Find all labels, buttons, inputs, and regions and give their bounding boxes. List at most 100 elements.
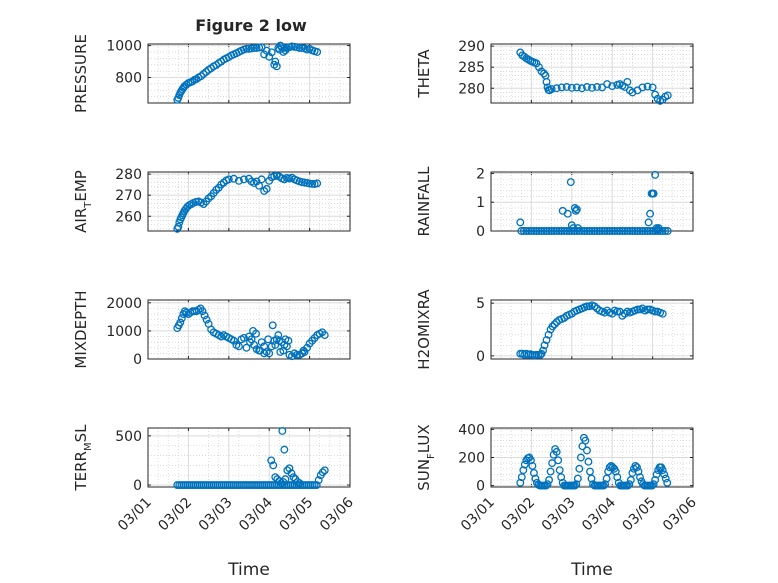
data-point — [570, 481, 579, 490]
data-point — [663, 478, 672, 487]
axes-box — [490, 299, 694, 360]
data-point — [593, 83, 601, 91]
data-point — [265, 349, 274, 358]
data-point — [649, 480, 658, 489]
data-point — [583, 227, 591, 235]
data-point — [278, 427, 287, 435]
data-point — [605, 463, 614, 472]
axes-box — [490, 171, 694, 232]
data-point — [312, 481, 321, 489]
data-point — [520, 460, 529, 469]
data-point — [274, 331, 283, 340]
data-point — [651, 90, 660, 99]
x-tick-label: 03/02 — [155, 495, 195, 535]
data-point — [653, 225, 662, 234]
data-point — [519, 466, 528, 475]
data-point — [257, 175, 266, 184]
data-point — [632, 463, 641, 472]
data-point — [643, 305, 652, 314]
data-point — [242, 44, 251, 53]
data-point — [620, 227, 629, 235]
subplot-3: 260 270 280 AIRTEMP — [72, 167, 351, 233]
data-point — [572, 480, 581, 489]
data-point — [250, 44, 258, 52]
data-point — [194, 305, 203, 314]
data-point — [652, 470, 661, 479]
data-point — [535, 227, 543, 235]
x-tick-label: 03/02 — [498, 495, 538, 535]
y-tick-label: 0 — [476, 479, 485, 495]
data-point — [527, 227, 536, 235]
y-tick-label: 0 — [133, 352, 142, 368]
data-point — [252, 329, 261, 338]
data-point — [535, 63, 543, 72]
data-point — [646, 209, 655, 218]
data-point — [613, 473, 622, 482]
data-point — [279, 346, 288, 355]
data-point — [641, 227, 649, 235]
y-tick-label: 280 — [115, 167, 142, 183]
data-point — [573, 474, 582, 483]
data-point — [580, 227, 589, 235]
data-point — [557, 83, 566, 92]
data-point — [308, 179, 317, 188]
data-point — [636, 227, 644, 235]
data-point — [188, 77, 197, 86]
data-point — [615, 307, 624, 316]
data-point — [529, 227, 538, 235]
data-point — [633, 227, 642, 235]
data-point — [644, 218, 653, 227]
y-tick-label: 285 — [458, 60, 485, 76]
data-point — [300, 348, 309, 356]
data-point — [611, 467, 620, 476]
data-point — [643, 82, 652, 91]
data-point — [517, 473, 526, 482]
data-point — [313, 48, 322, 56]
axes-box — [490, 43, 694, 104]
data-point — [663, 227, 672, 235]
data-point — [608, 227, 617, 235]
data-point — [540, 227, 548, 235]
x-tick-label: 03/04 — [236, 494, 276, 534]
data-point — [284, 336, 293, 345]
data-point — [615, 227, 624, 235]
data-point — [545, 227, 554, 235]
data-point — [260, 349, 269, 358]
data-point — [593, 227, 601, 235]
data-point — [600, 227, 609, 235]
data-point — [295, 479, 304, 488]
y-tick-label: 400 — [458, 422, 485, 438]
data-point — [661, 474, 670, 483]
data-point — [289, 473, 298, 482]
y-axis-label: H2OMIXRA — [415, 289, 433, 370]
data-point — [575, 464, 584, 473]
data-point — [516, 218, 525, 227]
data-point — [638, 227, 647, 235]
data-point — [557, 227, 566, 235]
x-tick-label: 03/03 — [196, 495, 236, 535]
data-point — [529, 469, 538, 477]
data-point — [628, 88, 637, 97]
data-point — [287, 469, 296, 478]
data-point — [543, 480, 552, 489]
data-point — [239, 175, 248, 184]
x-tick-label: 03/01 — [115, 495, 155, 535]
data-point — [623, 77, 632, 86]
data-point — [590, 227, 599, 235]
y-tick-label: 0 — [476, 224, 485, 240]
subplot-8: 03/01 03/02 03/03 03/04 03/05 03/06 0 200 400 SUN… — [415, 422, 700, 580]
data-point — [626, 476, 635, 484]
data-point — [586, 467, 594, 476]
data-point — [633, 305, 642, 314]
data-point — [552, 447, 561, 456]
data-point — [618, 227, 627, 235]
data-point — [273, 475, 282, 484]
data-point — [636, 473, 644, 482]
subplot-5: 0 1000 2000 MIXDEPTH — [72, 290, 351, 369]
data-point — [276, 41, 285, 50]
data-point — [200, 311, 209, 320]
data-point — [293, 350, 301, 359]
data-point — [269, 461, 278, 470]
data-point — [654, 224, 663, 233]
data-point — [545, 476, 554, 484]
